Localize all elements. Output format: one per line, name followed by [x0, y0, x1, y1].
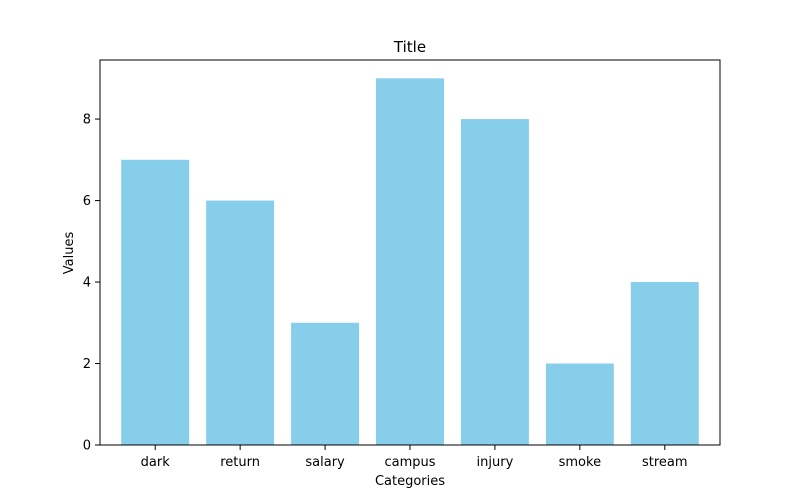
y-tick-label: 6: [83, 194, 91, 209]
y-axis-ticks: 0 2 4 6 8: [83, 113, 100, 454]
bar-return: [206, 200, 275, 445]
chart-title: Title: [393, 38, 426, 56]
bar-salary: [291, 322, 360, 445]
y-tick-label: 2: [83, 357, 91, 372]
x-tick-label: injury: [477, 455, 514, 470]
x-tick-label: return: [220, 455, 260, 470]
x-tick-label: salary: [305, 455, 345, 470]
x-tick-label: campus: [384, 455, 435, 470]
bar-injury: [460, 119, 529, 445]
y-tick-label: 4: [83, 276, 91, 291]
x-axis-ticks: dark return salary campus injury smoke stream: [141, 445, 688, 470]
y-tick-label: 0: [83, 439, 91, 454]
bar-stream: [630, 282, 699, 445]
y-axis-title: Values: [62, 232, 77, 275]
x-tick-label: stream: [642, 455, 688, 470]
x-tick-label: dark: [141, 455, 171, 470]
bars-group: [121, 78, 699, 445]
x-tick-label: smoke: [559, 455, 601, 470]
bar-campus: [376, 78, 444, 445]
bar-dark: [121, 159, 190, 445]
x-axis-title: Categories: [375, 474, 445, 489]
y-tick-label: 8: [83, 113, 91, 128]
bar-smoke: [545, 363, 614, 445]
